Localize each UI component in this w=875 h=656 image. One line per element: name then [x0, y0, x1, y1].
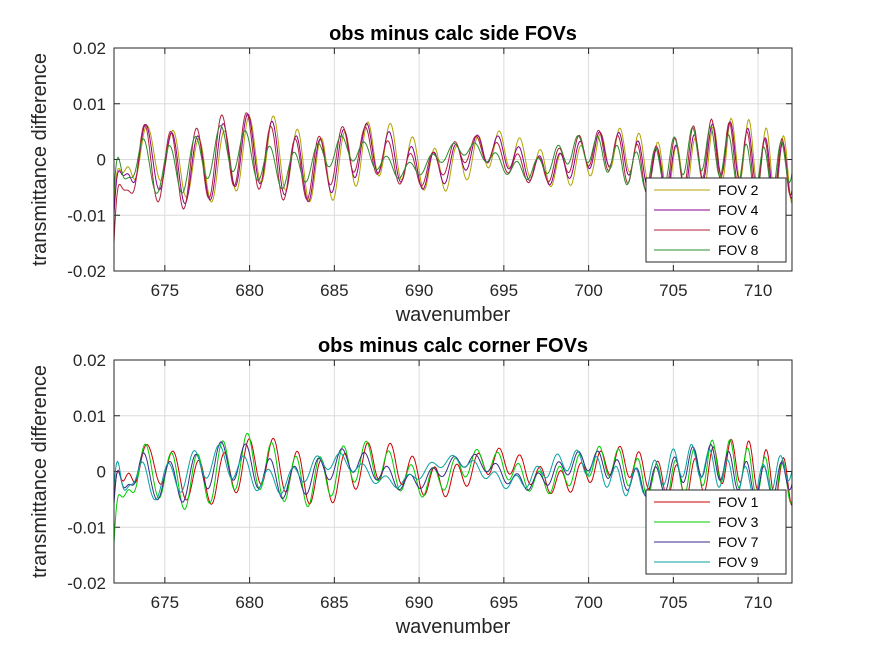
legend-entry: FOV 3 — [718, 514, 759, 530]
legend-entry: FOV 6 — [718, 222, 759, 238]
legend-entry: FOV 9 — [718, 554, 759, 570]
y-tick-label: 0 — [97, 151, 106, 170]
legend-entry: FOV 7 — [718, 534, 759, 550]
x-tick-label: 685 — [320, 593, 348, 612]
y-tick-label: -0.01 — [67, 518, 106, 537]
series-line-fov-8 — [114, 125, 792, 194]
x-axis-label: wavenumber — [395, 304, 511, 326]
y-tick-label: -0.02 — [67, 574, 106, 593]
x-tick-label: 690 — [405, 593, 433, 612]
y-tick-label: 0.02 — [73, 39, 106, 58]
legend-box — [645, 489, 787, 575]
legend-box — [645, 177, 787, 263]
y-tick-label: 0.01 — [73, 407, 106, 426]
y-tick-label: 0 — [97, 463, 106, 482]
x-tick-label: 700 — [574, 281, 602, 300]
y-tick-label: 0.01 — [73, 95, 106, 114]
x-tick-label: 695 — [490, 593, 518, 612]
x-axis-label: wavenumber — [395, 616, 511, 638]
axes-frame — [113, 47, 793, 272]
y-tick-label: -0.01 — [67, 206, 106, 225]
x-tick-label: 705 — [659, 593, 687, 612]
legend-entry: FOV 8 — [718, 242, 759, 258]
x-tick-label: 700 — [574, 593, 602, 612]
y-tick-label: 0.02 — [73, 351, 106, 370]
x-tick-label: 685 — [320, 281, 348, 300]
plot-panel-1: 675 680 685 690 695 700 705 710 -0.02 -0.01 0 0.01 0… — [29, 23, 793, 326]
series-line-fov-9 — [114, 443, 792, 501]
x-tick-label: 710 — [744, 281, 772, 300]
legend-entry: FOV 4 — [718, 202, 759, 218]
x-tick-label: 695 — [490, 281, 518, 300]
axes-frame — [113, 359, 793, 584]
y-tick-label: -0.02 — [67, 262, 106, 281]
x-tick-label: 705 — [659, 281, 687, 300]
legend: FOV 2 FOV 4 FOV 6 FOV 8 — [645, 177, 787, 263]
x-tick-label: 680 — [235, 593, 263, 612]
chart-title: obs minus calc side FOVs — [329, 23, 577, 45]
chart-title: obs minus calc corner FOVs — [318, 335, 588, 357]
y-axis-label: transmittance difference — [29, 53, 51, 266]
legend-entry: FOV 1 — [718, 494, 759, 510]
legend-entry: FOV 2 — [718, 182, 759, 198]
x-tick-label: 680 — [235, 281, 263, 300]
plot-panel-2: 675 680 685 690 695 700 705 710 -0.02 -0.01 0 0.01 0… — [29, 335, 793, 638]
legend: FOV 1 FOV 3 FOV 7 FOV 9 — [645, 489, 787, 575]
x-tick-label: 675 — [151, 281, 179, 300]
x-tick-label: 690 — [405, 281, 433, 300]
y-axis-label: transmittance difference — [29, 365, 51, 578]
x-tick-label: 710 — [744, 593, 772, 612]
x-tick-label: 675 — [151, 593, 179, 612]
